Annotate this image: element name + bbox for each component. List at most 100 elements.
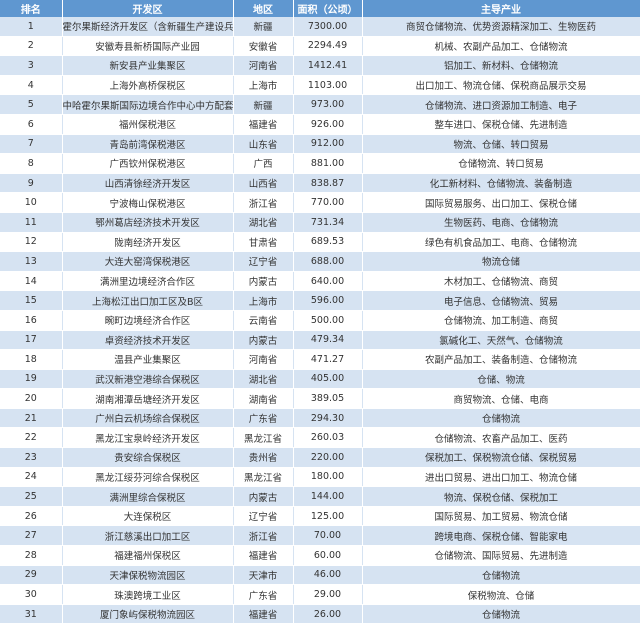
- table-row: 21 广州白云机场综合保税区 广东省 294.30 仓储物流: [0, 408, 640, 429]
- cell-industry: 物流、仓储、转口贸易: [362, 134, 640, 155]
- table-row: 15 上海松江出口加工区及B区 上海市 596.00 电子信息、仓储物流、贸易: [0, 290, 640, 311]
- cell-rank: 19: [0, 369, 63, 390]
- cell-zone: 畹町边境经济合作区: [62, 310, 234, 331]
- cell-industry: 国际贸易、加工贸易、物流仓储: [362, 506, 640, 527]
- cell-region: 辽宁省: [233, 251, 294, 272]
- cell-rank: 15: [0, 290, 63, 311]
- cell-zone: 宁波梅山保税港区: [62, 192, 234, 213]
- cell-region: 新疆: [233, 94, 294, 115]
- cell-industry: 铝加工、新材料、仓储物流: [362, 55, 640, 76]
- cell-region: 安徽省: [233, 36, 294, 57]
- table-row: 8 广西钦州保税港区 广西 881.00 仓储物流、转口贸易: [0, 153, 640, 174]
- cell-industry: 整车进口、保税仓储、先进制造: [362, 114, 640, 135]
- table-row: 9 山西清徐经济开发区 山西省 838.87 化工新材料、仓储物流、装备制造: [0, 173, 640, 194]
- cell-area: 2294.49: [293, 36, 363, 57]
- header-zone: 开发区: [62, 0, 234, 17]
- cell-industry: 生物医药、电商、仓储物流: [362, 212, 640, 233]
- cell-area: 46.00: [293, 565, 363, 586]
- cell-rank: 2: [0, 36, 63, 57]
- cell-rank: 8: [0, 153, 63, 174]
- cell-region: 天津市: [233, 565, 294, 586]
- cell-area: 389.05: [293, 388, 363, 409]
- cell-rank: 26: [0, 506, 63, 527]
- cell-zone: 新安县产业集聚区: [62, 55, 234, 76]
- cell-area: 731.34: [293, 212, 363, 233]
- cell-region: 浙江省: [233, 525, 294, 547]
- cell-rank: 24: [0, 467, 63, 488]
- cell-rank: 20: [0, 388, 63, 409]
- cell-rank: 13: [0, 251, 63, 272]
- cell-zone: 上海松江出口加工区及B区: [62, 290, 234, 311]
- cell-zone: 黑龙江宝泉岭经济开发区: [62, 427, 234, 449]
- header-industry: 主导产业: [362, 0, 640, 17]
- cell-rank: 23: [0, 447, 63, 468]
- table-row: 22 黑龙江宝泉岭经济开发区 黑龙江省 260.03 仓储物流、农畜产品加工、医药: [0, 427, 640, 449]
- table-row: 18 温县产业集聚区 河南省 471.27 农副产品加工、装备制造、仓储物流: [0, 349, 640, 370]
- header-row: 排名 开发区 地区 面积（公顷） 主导产业: [0, 0, 640, 17]
- table-row: 20 湖南湘潭岳塘经济开发区 湖南省 389.05 商贸物流、仓储、电商: [0, 388, 640, 409]
- cell-region: 湖南省: [233, 388, 294, 409]
- cell-rank: 21: [0, 408, 63, 429]
- table-row: 28 福建福州保税区 福建省 60.00 仓储物流、国际贸易、先进制造: [0, 545, 640, 566]
- cell-region: 福建省: [233, 114, 294, 135]
- table-row: 6 福州保税港区 福建省 926.00 整车进口、保税仓储、先进制造: [0, 114, 640, 135]
- cell-rank: 16: [0, 310, 63, 331]
- cell-area: 912.00: [293, 134, 363, 155]
- cell-area: 596.00: [293, 290, 363, 311]
- cell-zone: 上海外高桥保税区: [62, 75, 234, 96]
- cell-industry: 跨境电商、保税仓储、智能家电: [362, 525, 640, 547]
- table-row: 7 青岛前湾保税港区 山东省 912.00 物流、仓储、转口贸易: [0, 134, 640, 155]
- cell-industry: 仓储物流: [362, 604, 640, 624]
- cell-area: 1412.41: [293, 55, 363, 76]
- cell-rank: 3: [0, 55, 63, 76]
- cell-region: 甘肃省: [233, 232, 294, 253]
- cell-industry: 物流、保税仓储、保税加工: [362, 486, 640, 507]
- cell-industry: 商贸仓储物流、优势资源精深加工、生物医药: [362, 17, 640, 37]
- cell-region: 新疆: [233, 17, 294, 37]
- table-row: 12 陇南经济开发区 甘肃省 689.53 绿色有机食品加工、电商、仓储物流: [0, 232, 640, 253]
- header-area: 面积（公顷）: [293, 0, 363, 17]
- cell-region: 河南省: [233, 349, 294, 370]
- cell-region: 内蒙古: [233, 486, 294, 507]
- cell-rank: 17: [0, 330, 63, 351]
- cell-rank: 4: [0, 75, 63, 96]
- cell-industry: 电子信息、仓储物流、贸易: [362, 290, 640, 311]
- cell-area: 260.03: [293, 427, 363, 449]
- cell-area: 973.00: [293, 94, 363, 115]
- cell-zone: 霍尔果斯经济开发区（含新疆生产建设兵团片区）: [62, 17, 234, 37]
- cell-area: 926.00: [293, 114, 363, 135]
- cell-area: 1103.00: [293, 75, 363, 96]
- cell-industry: 仓储物流、国际贸易、先进制造: [362, 545, 640, 566]
- cell-region: 广东省: [233, 584, 294, 605]
- cell-zone: 陇南经济开发区: [62, 232, 234, 253]
- cell-industry: 仓储物流、转口贸易: [362, 153, 640, 174]
- cell-region: 内蒙古: [233, 330, 294, 351]
- cell-zone: 鄂州葛店经济技术开发区: [62, 212, 234, 233]
- cell-industry: 仓储物流、农畜产品加工、医药: [362, 427, 640, 449]
- cell-rank: 18: [0, 349, 63, 370]
- cell-industry: 出口加工、物流仓储、保税商品展示交易: [362, 75, 640, 96]
- cell-area: 294.30: [293, 408, 363, 429]
- cell-region: 浙江省: [233, 192, 294, 213]
- cell-zone: 武汉新港空港综合保税区: [62, 369, 234, 390]
- cell-industry: 仓储、物流: [362, 369, 640, 390]
- cell-industry: 仓储物流: [362, 408, 640, 429]
- cell-region: 上海市: [233, 75, 294, 96]
- cell-zone: 浙江慈溪出口加工区: [62, 525, 234, 547]
- cell-area: 144.00: [293, 486, 363, 507]
- cell-region: 河南省: [233, 55, 294, 76]
- table-row: 16 畹町边境经济合作区 云南省 500.00 仓储物流、加工制造、商贸: [0, 310, 640, 331]
- table-row: 3 新安县产业集聚区 河南省 1412.41 铝加工、新材料、仓储物流: [0, 55, 640, 76]
- table-row: 29 天津保税物流园区 天津市 46.00 仓储物流: [0, 565, 640, 586]
- cell-region: 内蒙古: [233, 271, 294, 292]
- cell-industry: 保税物流、仓储: [362, 584, 640, 605]
- cell-zone: 温县产业集聚区: [62, 349, 234, 370]
- cell-region: 黑龙江省: [233, 427, 294, 449]
- cell-rank: 22: [0, 427, 63, 449]
- cell-region: 黑龙江省: [233, 467, 294, 488]
- cell-industry: 农副产品加工、装备制造、仓储物流: [362, 349, 640, 370]
- cell-area: 471.27: [293, 349, 363, 370]
- cell-rank: 31: [0, 604, 63, 624]
- table-row: 30 珠澳跨境工业区 广东省 29.00 保税物流、仓储: [0, 584, 640, 605]
